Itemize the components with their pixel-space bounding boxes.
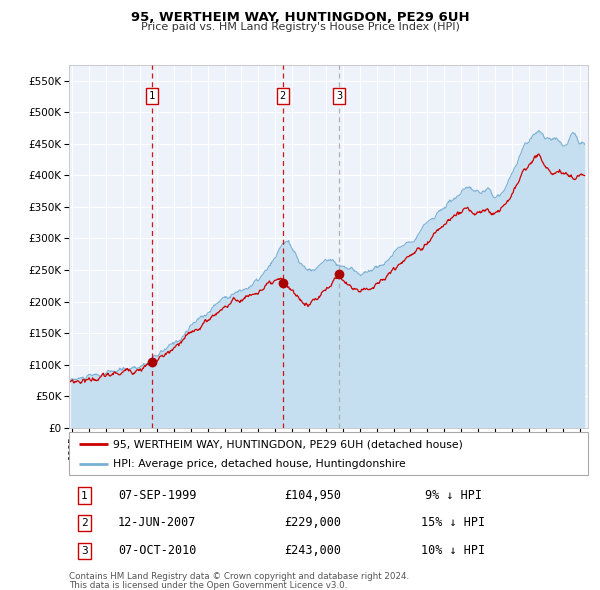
Text: 07-OCT-2010: 07-OCT-2010 bbox=[118, 545, 196, 558]
Text: 2: 2 bbox=[81, 518, 88, 528]
Text: HPI: Average price, detached house, Huntingdonshire: HPI: Average price, detached house, Hunt… bbox=[113, 460, 406, 469]
Text: 3: 3 bbox=[336, 91, 342, 101]
Text: 3: 3 bbox=[81, 546, 88, 556]
Text: 95, WERTHEIM WAY, HUNTINGDON, PE29 6UH (detached house): 95, WERTHEIM WAY, HUNTINGDON, PE29 6UH (… bbox=[113, 440, 463, 450]
Text: £229,000: £229,000 bbox=[284, 516, 341, 529]
Text: 07-SEP-1999: 07-SEP-1999 bbox=[118, 489, 196, 502]
Text: £243,000: £243,000 bbox=[284, 545, 341, 558]
Text: Price paid vs. HM Land Registry's House Price Index (HPI): Price paid vs. HM Land Registry's House … bbox=[140, 22, 460, 32]
Text: 95, WERTHEIM WAY, HUNTINGDON, PE29 6UH: 95, WERTHEIM WAY, HUNTINGDON, PE29 6UH bbox=[131, 11, 469, 24]
Text: 10% ↓ HPI: 10% ↓ HPI bbox=[421, 545, 485, 558]
Text: This data is licensed under the Open Government Licence v3.0.: This data is licensed under the Open Gov… bbox=[69, 581, 347, 589]
Text: 15% ↓ HPI: 15% ↓ HPI bbox=[421, 516, 485, 529]
Text: 1: 1 bbox=[149, 91, 155, 101]
Text: 2: 2 bbox=[280, 91, 286, 101]
Text: £104,950: £104,950 bbox=[284, 489, 341, 502]
Text: 1: 1 bbox=[81, 491, 88, 500]
Text: 12-JUN-2007: 12-JUN-2007 bbox=[118, 516, 196, 529]
Text: Contains HM Land Registry data © Crown copyright and database right 2024.: Contains HM Land Registry data © Crown c… bbox=[69, 572, 409, 581]
Text: 9% ↓ HPI: 9% ↓ HPI bbox=[425, 489, 482, 502]
